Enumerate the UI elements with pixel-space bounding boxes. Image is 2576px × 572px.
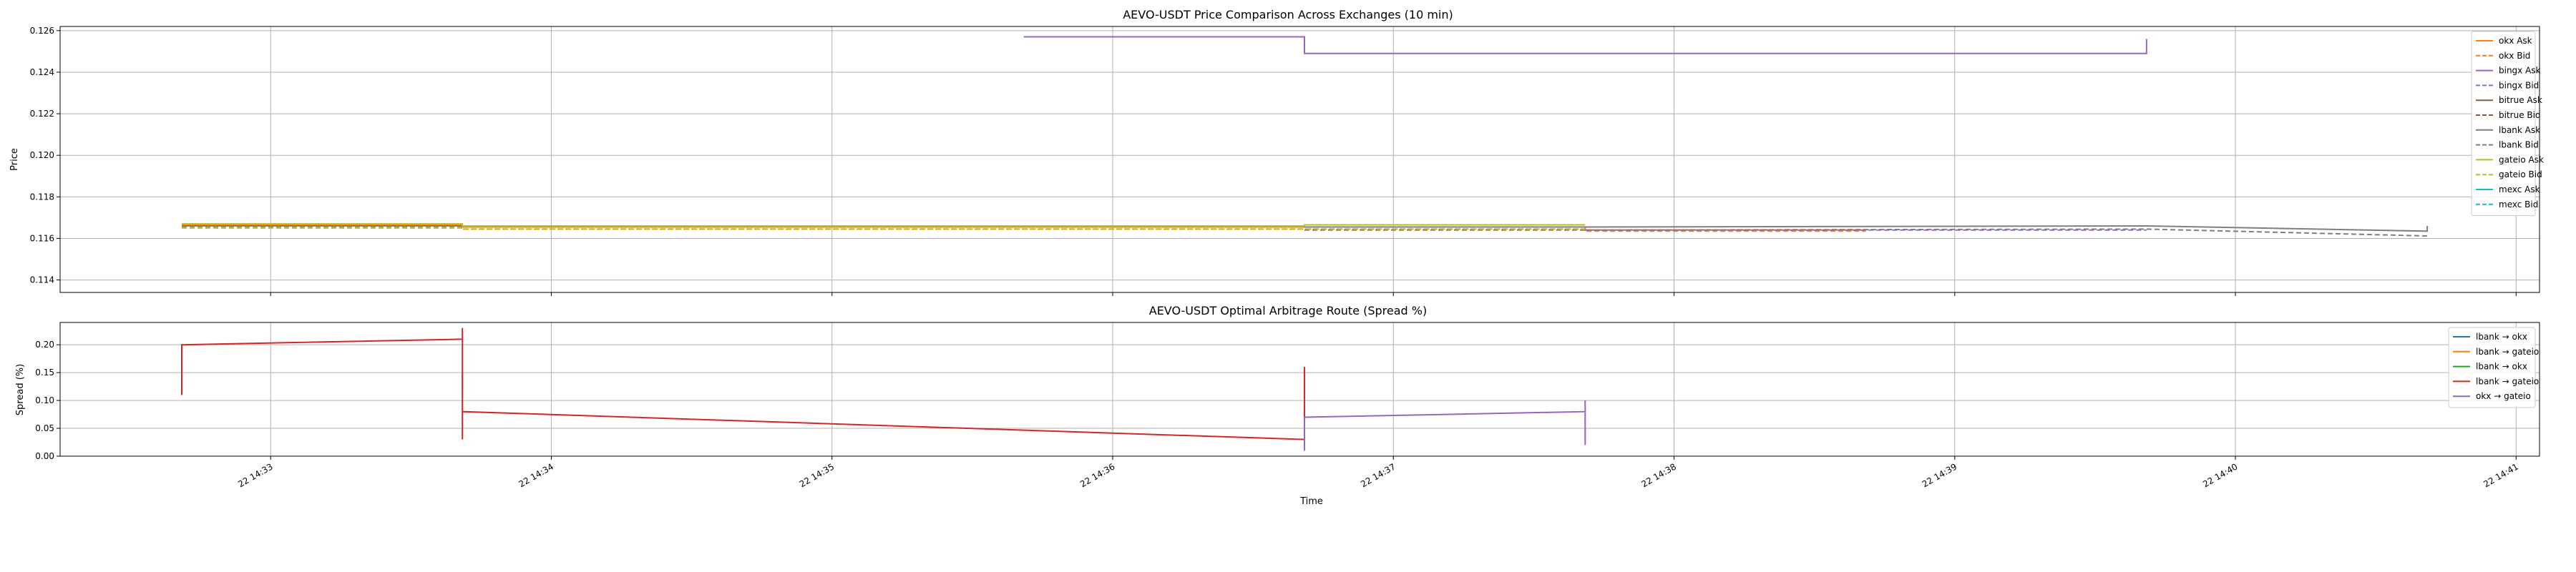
legend-entry: lbank → okx (2476, 362, 2527, 372)
legend-entry: lbank Bid (2499, 140, 2539, 150)
price-chart-y-label: Price (9, 148, 20, 171)
spread-chart-title: AEVO-USDT Optimal Arbitrage Route (Sprea… (1149, 304, 1427, 317)
y-tick-label: 0.15 (35, 368, 54, 378)
price-chart-title: AEVO-USDT Price Comparison Across Exchan… (1123, 8, 1453, 21)
y-tick-label: 0.10 (35, 395, 54, 405)
x-tick-label: 22 14:33 (236, 461, 274, 489)
series-line-lbank-bid (1304, 228, 2428, 237)
legend-entry: lbank → okx (2476, 332, 2527, 342)
series-line-gateio-ask (182, 223, 1586, 227)
price-comparison-chart: AEVO-USDT Price Comparison Across Exchan… (9, 8, 2544, 296)
legend-entry: lbank → gateio (2476, 347, 2539, 357)
y-tick-label: 0.120 (30, 150, 54, 160)
legend-box (2471, 31, 2536, 217)
legend-entry: lbank → gateio (2476, 376, 2539, 386)
spread-chart-legend: lbank → okx lbank → gateio lbank → okx lban… (2448, 327, 2539, 408)
series-line-okx-gateio (1304, 400, 1586, 451)
price-chart-legend: okx Ask okx Bid bingx Ask bingx Bid bitrue A… (2471, 31, 2544, 217)
spread-chart-x-ticks: 22 14:33 22 14:34 22 14:35 22 14:36 22 14:37… (236, 461, 2520, 489)
x-tick-label: 22 14:36 (1078, 461, 1116, 489)
x-tick-label: 22 14:41 (2482, 461, 2519, 489)
series-line-gateio-bid (182, 227, 1586, 230)
x-tick-label: 22 14:40 (2201, 461, 2239, 489)
x-tick-label: 22 14:39 (1921, 461, 1958, 489)
spread-chart-x-label: Time (1299, 496, 1323, 507)
series-line-bingx-ask (1023, 36, 2147, 54)
legend-box (2448, 327, 2536, 408)
x-tick-label: 22 14:34 (517, 461, 555, 489)
legend-entry: mexc Ask (2499, 184, 2540, 194)
y-tick-label: 0.114 (30, 275, 54, 285)
y-tick-label: 0.00 (35, 451, 54, 461)
spread-chart: AEVO-USDT Optimal Arbitrage Route (Sprea… (15, 304, 2540, 507)
legend-entry: okx Bid (2499, 51, 2530, 61)
price-chart-series (182, 36, 2429, 237)
spread-chart-y-label: Spread (%) (15, 364, 26, 415)
legend-entry: okx → gateio (2476, 391, 2531, 401)
price-chart-grid (60, 26, 2540, 296)
price-chart-y-ticks: 0.114 0.116 0.118 0.120 0.122 0.124 0.126 (30, 26, 60, 285)
legend-entry: mexc Bid (2499, 199, 2538, 209)
legend-entry: gateio Ask (2499, 154, 2544, 164)
legend-entry: okx Ask (2499, 36, 2532, 46)
spread-chart-y-ticks: 0.00 0.05 0.10 0.15 0.20 (35, 340, 60, 461)
legend-entry: bitrue Ask (2499, 95, 2542, 105)
legend-entry: lbank Ask (2499, 125, 2540, 135)
legend-entry: bitrue Bid (2499, 110, 2541, 120)
spread-chart-frame (59, 322, 2540, 457)
x-tick-label: 22 14:35 (798, 461, 836, 489)
x-tick-label: 22 14:38 (1640, 461, 1678, 489)
series-line-lbank-gateio (181, 327, 1305, 451)
y-tick-label: 0.116 (30, 233, 54, 243)
legend-entry: bingx Ask (2499, 66, 2541, 76)
x-tick-label: 22 14:37 (1359, 461, 1397, 489)
spread-chart-series (181, 327, 1586, 451)
price-chart-frame (59, 26, 2540, 293)
y-tick-label: 0.126 (30, 26, 54, 36)
y-tick-label: 0.05 (35, 423, 54, 433)
y-tick-label: 0.118 (30, 192, 54, 202)
y-tick-label: 0.122 (30, 109, 54, 119)
legend-entry: bingx Bid (2499, 80, 2539, 90)
y-tick-label: 0.20 (35, 340, 54, 350)
legend-entry: gateio Bid (2499, 169, 2542, 179)
y-tick-label: 0.124 (30, 67, 54, 77)
